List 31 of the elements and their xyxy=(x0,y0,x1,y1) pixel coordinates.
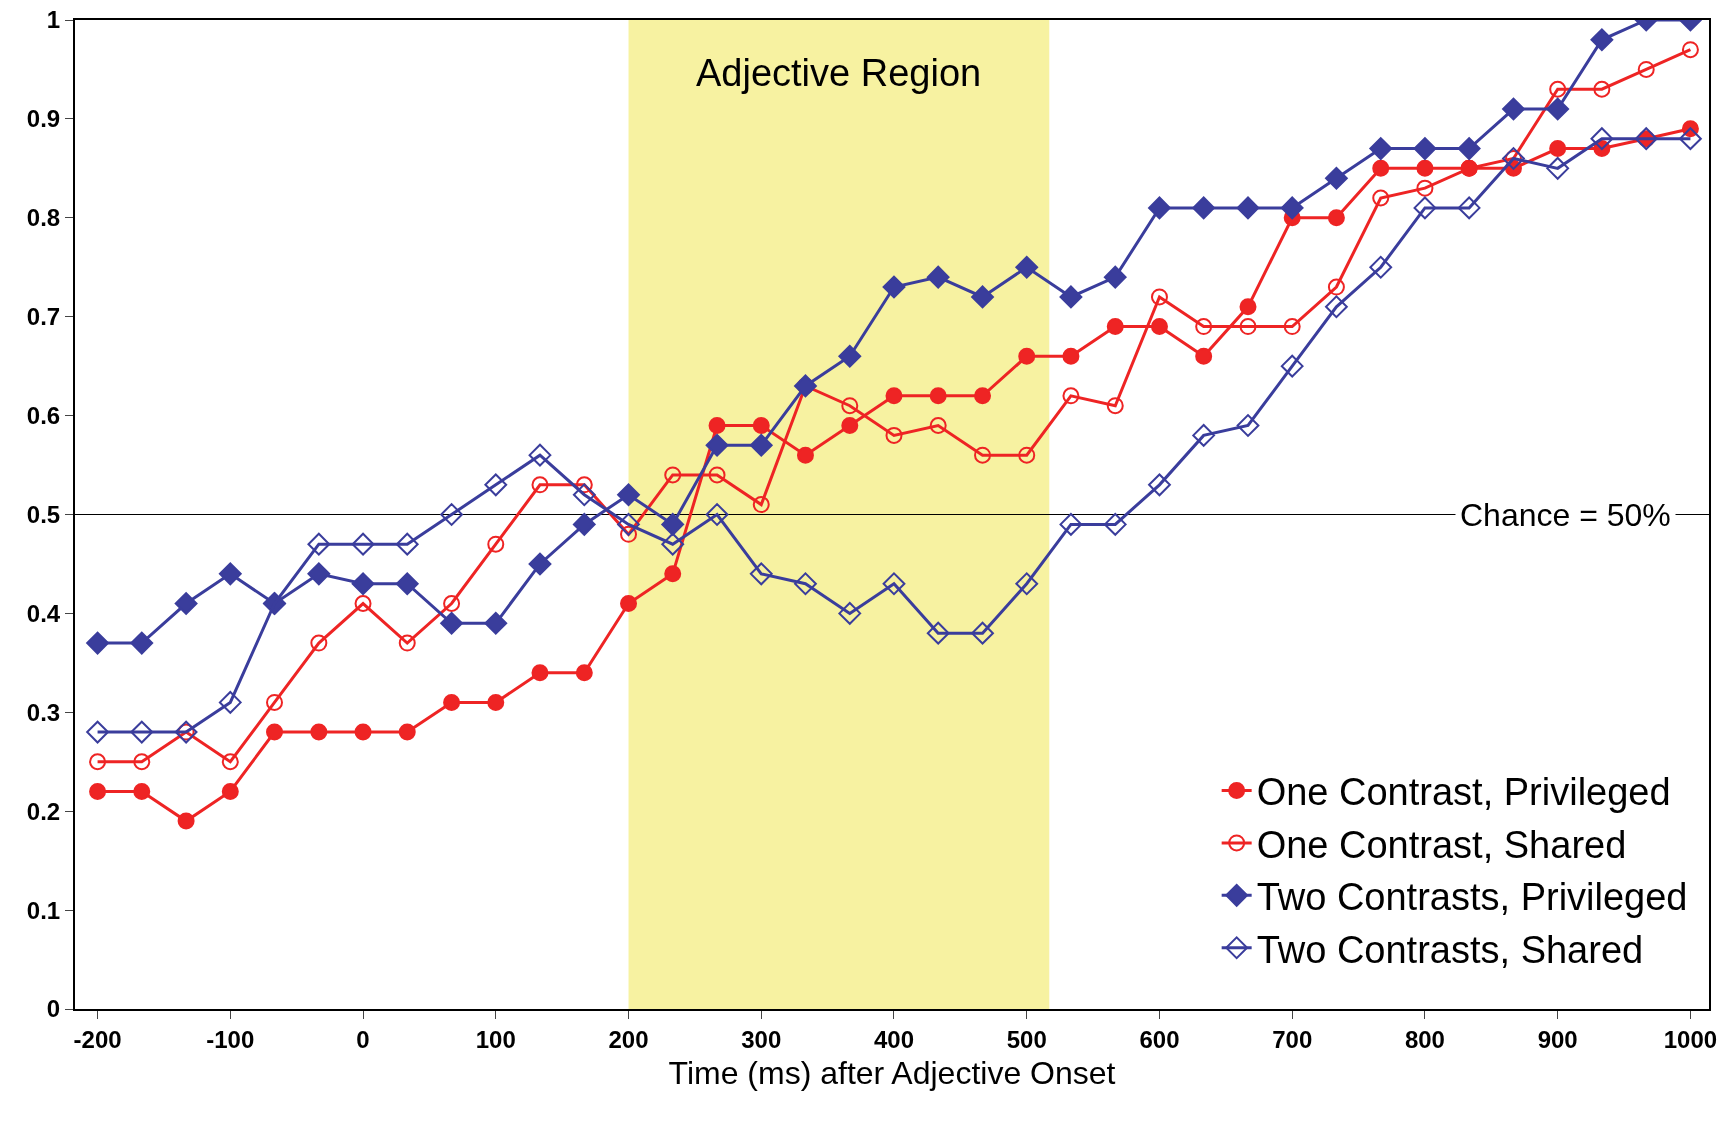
y-tick-label: 1 xyxy=(46,6,61,34)
y-tick-label: 0 xyxy=(46,995,61,1023)
x-tick-label: 300 xyxy=(741,1025,782,1053)
x-tick-label: 100 xyxy=(475,1025,516,1053)
x-tick-label: 700 xyxy=(1272,1025,1313,1053)
x-tick-label: 400 xyxy=(873,1025,915,1053)
legend-label: One Contrast, Shared xyxy=(1256,823,1627,866)
legend-label: Two Contrasts, Privileged xyxy=(1256,876,1688,919)
y-tick-label: 0.9 xyxy=(26,105,61,133)
y-tick-label: 0.4 xyxy=(26,599,61,627)
x-tick-label: 600 xyxy=(1139,1025,1180,1053)
x-tick-label: 900 xyxy=(1537,1025,1578,1053)
x-axis-title: Time (ms) after Adjective Onset xyxy=(668,1055,1116,1092)
x-tick-label: 1000 xyxy=(1663,1025,1718,1053)
y-tick-label: 0.6 xyxy=(26,402,61,429)
x-tick-label: 500 xyxy=(1006,1025,1047,1053)
x-tick-label: 800 xyxy=(1404,1025,1445,1053)
legend-label: Two Contrasts, Shared xyxy=(1256,928,1644,971)
band-label: Adjective Region xyxy=(696,52,982,94)
y-tick-label: 0.3 xyxy=(26,698,61,726)
ref-line-label: Chance = 50% xyxy=(1460,497,1671,533)
x-tick-label: 0 xyxy=(356,1025,370,1053)
y-tick-label: 0.8 xyxy=(26,204,61,232)
y-tick-label: 0.2 xyxy=(26,797,61,825)
y-tick-label: 0.1 xyxy=(26,896,61,924)
x-tick-label: -100 xyxy=(206,1025,255,1053)
x-tick-label: -200 xyxy=(73,1025,122,1053)
y-tick-label: 0.5 xyxy=(26,500,61,528)
x-tick-label: 200 xyxy=(608,1025,649,1053)
legend-label: One Contrast, Privileged xyxy=(1256,771,1671,814)
y-tick-label: 0.7 xyxy=(26,303,61,331)
